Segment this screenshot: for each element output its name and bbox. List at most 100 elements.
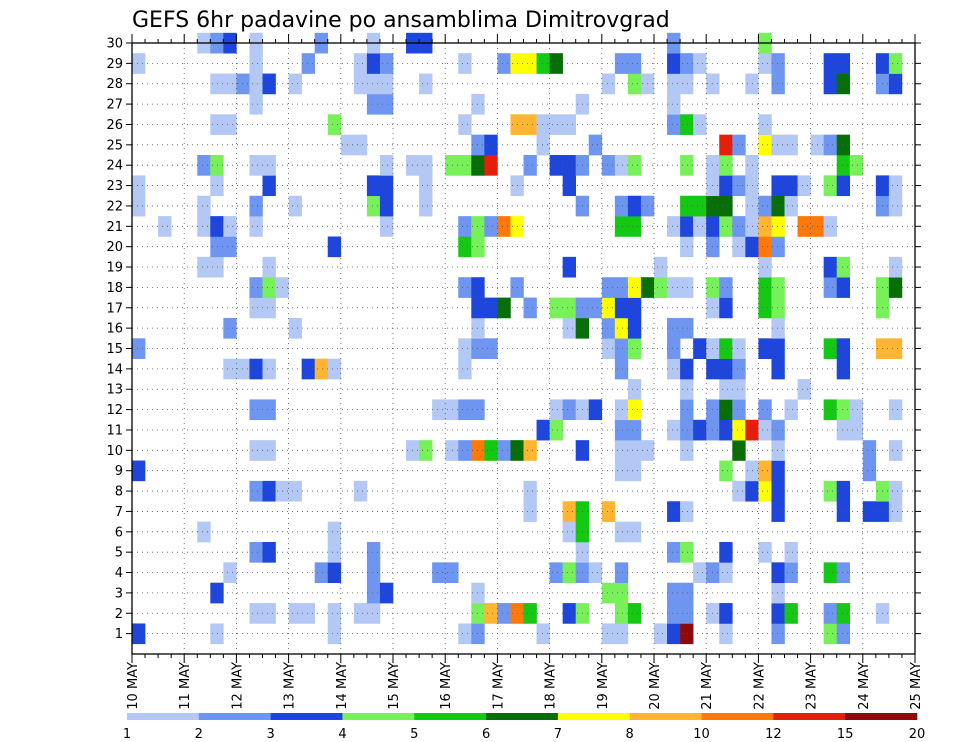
heatmap-cell — [823, 216, 837, 237]
heatmap-cell — [262, 155, 276, 176]
heatmap-cell — [614, 603, 629, 624]
colorbar-label: 6 — [482, 727, 490, 742]
y-tick-label: 4 — [115, 566, 123, 581]
heatmap-cell — [732, 419, 746, 441]
heatmap-cell — [432, 562, 446, 584]
heatmap-cell — [680, 277, 694, 298]
heatmap-cell — [249, 53, 263, 74]
colorbar-label: 7 — [554, 727, 562, 742]
x-tick-label: 15 MAY — [387, 662, 402, 710]
heatmap-cell — [627, 419, 642, 441]
colorbar-label: 5 — [410, 727, 418, 742]
colorbar-label: 2 — [195, 727, 203, 742]
heatmap-cell — [719, 399, 733, 421]
y-tick-label: 14 — [106, 362, 123, 377]
heatmap-cell — [888, 73, 903, 95]
heatmap-cell — [445, 562, 459, 584]
heatmap-cell — [614, 623, 629, 645]
heatmap-cell — [771, 195, 785, 217]
heatmap-cell — [132, 53, 146, 74]
heatmap-cell — [627, 603, 642, 624]
heatmap-cell — [823, 53, 837, 74]
heatmap-cell — [680, 73, 694, 95]
x-tick-label: 10 MAY — [126, 662, 141, 710]
heatmap-cell — [836, 480, 851, 502]
heatmap-cell — [771, 338, 785, 359]
heatmap-cell — [627, 317, 642, 339]
heatmap-cell — [536, 623, 550, 645]
heatmap-cell — [549, 562, 563, 584]
heatmap-cell — [693, 114, 707, 135]
x-tick-label: 11 MAY — [178, 662, 193, 710]
heatmap-cell — [771, 480, 785, 502]
heatmap-cell — [288, 317, 302, 339]
heatmap-cell — [327, 521, 342, 543]
heatmap-cell — [758, 541, 772, 563]
heatmap-cell — [849, 399, 864, 421]
heatmap-cell — [562, 175, 576, 197]
heatmap-cell — [667, 582, 681, 604]
heatmap-cell — [249, 440, 263, 461]
heatmap-cell — [458, 277, 472, 298]
colorbar-swatch — [557, 713, 631, 720]
y-tick-label: 11 — [106, 423, 123, 438]
y-tick-label: 16 — [106, 322, 123, 337]
heatmap-cell — [262, 399, 276, 421]
heatmap-cell — [719, 562, 733, 584]
heatmap-cell — [758, 53, 772, 74]
heatmap-cell — [262, 175, 276, 197]
heatmap-cell — [562, 114, 576, 135]
heatmap-cell — [836, 155, 851, 176]
heatmap-cell — [262, 277, 276, 298]
heatmap-cell — [549, 53, 563, 74]
heatmap-cell — [497, 53, 511, 74]
heatmap-cell — [784, 175, 798, 197]
heatmap-cell — [614, 216, 629, 237]
heatmap-cell — [549, 399, 563, 421]
heatmap-cell — [353, 134, 368, 156]
y-tick-label: 3 — [115, 586, 123, 601]
y-tick-label: 29 — [106, 57, 123, 72]
heatmap-cell — [262, 480, 276, 502]
heatmap-cell — [366, 73, 381, 95]
heatmap-cell — [784, 603, 798, 624]
colorbar-label: 20 — [909, 727, 926, 742]
heatmap-cell — [719, 603, 733, 624]
heatmap-cell — [562, 317, 576, 339]
heatmap-cell — [366, 603, 381, 624]
heatmap-cell — [327, 358, 342, 380]
heatmap-cell — [888, 501, 903, 522]
heatmap-cell — [719, 379, 733, 400]
heatmap-cell — [601, 277, 616, 298]
heatmap-cell — [327, 541, 342, 563]
heatmap-cell — [223, 317, 237, 339]
heatmap-cell — [667, 53, 681, 74]
heatmap-cell — [732, 399, 746, 421]
x-tick-label: 17 MAY — [491, 662, 506, 710]
heatmap-cell — [758, 277, 772, 298]
heatmap-cell — [823, 73, 837, 95]
heatmap-cell — [132, 175, 146, 197]
heatmap-cell — [719, 623, 733, 645]
heatmap-cell — [693, 419, 707, 441]
heatmap-cell — [210, 155, 224, 176]
heatmap-cell — [836, 603, 851, 624]
colorbar-swatch — [270, 713, 343, 720]
y-tick-label: 23 — [106, 179, 123, 194]
heatmap-cell — [262, 541, 276, 563]
heatmap-cell — [719, 277, 733, 298]
heatmap-cell — [288, 195, 302, 217]
heatmap-cell — [249, 399, 263, 421]
heatmap-cell — [667, 501, 681, 522]
y-tick-label: 19 — [106, 261, 123, 276]
heatmap-cell — [249, 297, 263, 319]
heatmap-cell — [562, 603, 576, 624]
heatmap-cell — [797, 175, 811, 197]
heatmap-cell — [614, 419, 629, 441]
heatmap-cell — [132, 623, 146, 645]
heatmap-cell — [888, 53, 903, 74]
heatmap-cell — [771, 603, 785, 624]
heatmap-cell — [888, 256, 903, 278]
colorbar-label: 12 — [765, 727, 782, 742]
heatmap-cell — [523, 114, 537, 135]
